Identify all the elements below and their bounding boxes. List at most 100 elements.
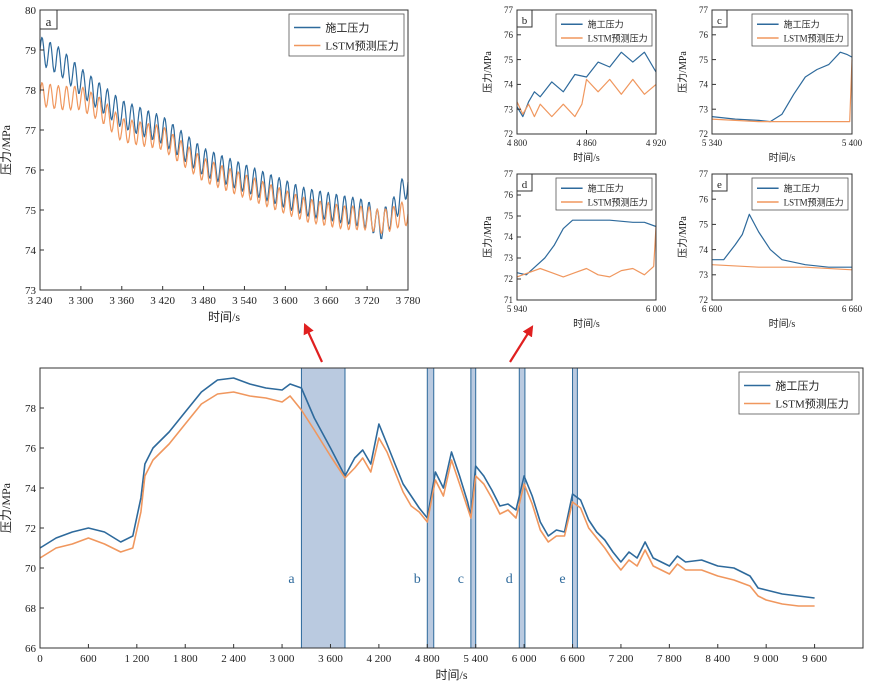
y-tick-label: 77 bbox=[699, 169, 709, 179]
series-line-lstm bbox=[516, 226, 657, 278]
y-tick-label: 73 bbox=[699, 104, 709, 114]
x-tick-label: 4 860 bbox=[576, 138, 597, 148]
x-tick-label: 5 940 bbox=[507, 304, 528, 314]
y-tick-label: 77 bbox=[699, 5, 709, 15]
y-tick-label: 73 bbox=[699, 270, 709, 280]
y-tick-label: 75 bbox=[504, 211, 514, 221]
y-tick-label: 74 bbox=[25, 245, 37, 257]
y-tick-label: 74 bbox=[699, 245, 709, 255]
x-tick-label: 3 720 bbox=[355, 295, 380, 307]
highlight-region-a bbox=[300, 367, 346, 649]
highlight-label-e: e bbox=[559, 572, 565, 587]
y-tick-label: 74 bbox=[699, 80, 709, 90]
x-tick-label: 7 200 bbox=[609, 653, 634, 665]
legend-label-construction: 施工压力 bbox=[784, 19, 820, 30]
plot-frame bbox=[39, 9, 409, 291]
x-tick-label: 7 800 bbox=[657, 653, 682, 665]
arrow-to-panel-a bbox=[303, 323, 323, 363]
series-line-construction bbox=[39, 36, 409, 240]
highlight-region-e bbox=[572, 367, 578, 649]
x-axis-label: 时间/s bbox=[573, 317, 600, 330]
y-tick-label: 72 bbox=[504, 129, 513, 139]
highlight-label-a: a bbox=[288, 572, 295, 587]
legend-label-lstm: LSTM预测压力 bbox=[784, 196, 844, 207]
chart-panel-main: a b c d e 0 600 1 200 1 800 2 400 3 000 3 600 4 200 4… bbox=[0, 367, 864, 682]
x-tick-label: 6 660 bbox=[842, 304, 863, 314]
series-line-construction bbox=[712, 213, 852, 268]
y-tick-label: 72 bbox=[504, 274, 513, 284]
plot-frame bbox=[39, 367, 864, 649]
y-tick-label: 74 bbox=[25, 483, 37, 495]
x-tick-label: 3 600 bbox=[273, 295, 298, 307]
legend-box bbox=[751, 13, 849, 47]
x-tick-label: 3 360 bbox=[109, 295, 134, 307]
x-axis-label: 时间/s bbox=[769, 151, 796, 164]
plot-frame bbox=[711, 173, 853, 301]
x-axis-label: 时间/s bbox=[208, 310, 240, 324]
series-line-lstm bbox=[711, 264, 853, 271]
y-axis-label: 压力/MPa bbox=[676, 51, 689, 93]
y-tick-label: 76 bbox=[25, 443, 37, 455]
highlight-label-b: b bbox=[414, 572, 421, 587]
y-tick-label: 80 bbox=[25, 5, 37, 17]
x-axis-label: 时间/s bbox=[435, 668, 467, 682]
series-line-construction bbox=[39, 377, 815, 599]
y-tick-label: 78 bbox=[25, 403, 37, 415]
x-axis-label: 时间/s bbox=[769, 317, 796, 330]
legend-label-lstm: LSTM预测压力 bbox=[588, 32, 648, 43]
x-tick-label: 5 400 bbox=[842, 138, 863, 148]
legend-label-construction: 施工压力 bbox=[588, 19, 624, 30]
y-axis-label: 压力/MPa bbox=[481, 51, 494, 93]
chart-panel-d: 5 940 6 000 71 72 73 74 75 76 77 时间/s 压力/MPa d 施工压力 L… bbox=[481, 169, 666, 330]
x-tick-label: 4 200 bbox=[367, 653, 392, 665]
x-tick-label: 5 400 bbox=[463, 653, 488, 665]
legend-box bbox=[288, 13, 405, 57]
y-axis-label: 压力/MPa bbox=[0, 482, 13, 533]
highlight-region-d bbox=[518, 367, 526, 649]
legend-box bbox=[751, 177, 849, 211]
chart-panel-e: 6 600 6 660 72 73 74 75 76 77 时间/s 压力/MPa e 施工压力 LST… bbox=[676, 169, 862, 330]
y-tick-label: 75 bbox=[699, 55, 709, 65]
y-tick-label: 70 bbox=[25, 563, 37, 575]
x-tick-label: 4 800 bbox=[507, 138, 528, 148]
y-tick-label: 66 bbox=[25, 643, 37, 655]
y-tick-label: 75 bbox=[699, 220, 709, 230]
x-tick-label: 3 600 bbox=[318, 653, 343, 665]
x-tick-label: 3 780 bbox=[396, 295, 421, 307]
series-line-construction bbox=[711, 51, 853, 123]
chart-panel-c: 5 340 5 400 72 73 74 75 76 77 时间/s 压力/MPa c 施工压力 LST… bbox=[676, 5, 862, 164]
y-tick-label: 73 bbox=[25, 285, 37, 297]
panel-label-box bbox=[711, 173, 728, 192]
highlight-label-d: d bbox=[506, 572, 513, 587]
y-tick-label: 74 bbox=[504, 80, 514, 90]
chart-panel-a: 3 240 3 300 3 360 3 420 3 480 3 540 3 600 3 660… bbox=[0, 5, 421, 324]
y-tick-label: 76 bbox=[504, 30, 514, 40]
legend-label-construction: 施工压力 bbox=[784, 183, 820, 194]
legend-label-construction: 施工压力 bbox=[325, 22, 369, 35]
legend-box bbox=[555, 177, 653, 211]
series-line-lstm bbox=[39, 391, 815, 607]
panel-label-box bbox=[711, 9, 728, 28]
y-tick-label: 72 bbox=[699, 295, 708, 305]
y-tick-label: 76 bbox=[699, 194, 709, 204]
y-tick-label: 77 bbox=[504, 169, 514, 179]
panel-label: d bbox=[522, 179, 528, 191]
panel-label: b bbox=[522, 15, 528, 27]
legend-label-lstm: LSTM预测压力 bbox=[588, 196, 648, 207]
legend-label-construction: 施工压力 bbox=[588, 183, 624, 194]
x-tick-label: 6 000 bbox=[646, 304, 667, 314]
y-tick-label: 71 bbox=[504, 295, 513, 305]
x-tick-label: 6 000 bbox=[512, 653, 537, 665]
y-tick-label: 77 bbox=[504, 5, 514, 15]
y-tick-label: 77 bbox=[25, 125, 37, 137]
x-tick-label: 1 200 bbox=[124, 653, 149, 665]
panel-label: e bbox=[717, 179, 722, 191]
series-line-construction bbox=[516, 51, 657, 118]
series-line-lstm bbox=[39, 82, 409, 234]
x-tick-label: 4 920 bbox=[646, 138, 667, 148]
x-tick-label: 1 800 bbox=[173, 653, 198, 665]
y-tick-label: 79 bbox=[25, 45, 37, 57]
y-tick-label: 75 bbox=[504, 55, 514, 65]
x-tick-label: 3 540 bbox=[232, 295, 257, 307]
y-tick-label: 76 bbox=[699, 30, 709, 40]
